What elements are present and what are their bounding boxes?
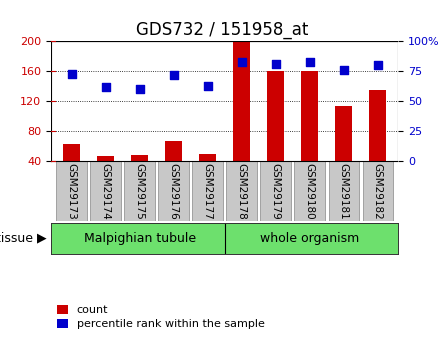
Text: GDS732 / 151958_at: GDS732 / 151958_at <box>136 21 309 39</box>
Point <box>170 72 177 78</box>
Bar <box>63 144 80 161</box>
FancyBboxPatch shape <box>56 161 87 221</box>
Text: GSM29177: GSM29177 <box>203 162 213 219</box>
Text: GSM29176: GSM29176 <box>169 162 179 219</box>
Bar <box>301 71 318 161</box>
Bar <box>369 90 386 161</box>
Text: tissue ▶: tissue ▶ <box>0 231 47 245</box>
Text: Malpighian tubule: Malpighian tubule <box>84 231 196 245</box>
FancyBboxPatch shape <box>227 161 257 221</box>
FancyBboxPatch shape <box>295 161 325 221</box>
Text: GSM29181: GSM29181 <box>339 162 349 219</box>
Point <box>374 62 381 68</box>
Point <box>204 83 211 88</box>
Bar <box>336 106 352 161</box>
Text: GSM29180: GSM29180 <box>305 162 315 219</box>
FancyBboxPatch shape <box>328 161 359 221</box>
Point <box>272 61 279 67</box>
Point <box>136 87 143 92</box>
Text: GSM29178: GSM29178 <box>237 162 247 219</box>
Text: GSM29174: GSM29174 <box>101 162 111 219</box>
Text: whole organism: whole organism <box>260 231 360 245</box>
FancyBboxPatch shape <box>260 161 291 221</box>
Text: GSM29179: GSM29179 <box>271 162 281 219</box>
Bar <box>97 156 114 161</box>
Point <box>340 67 348 73</box>
Text: GSM29173: GSM29173 <box>67 162 77 219</box>
Point <box>238 59 245 65</box>
Bar <box>199 154 216 161</box>
Point <box>102 84 109 90</box>
FancyBboxPatch shape <box>158 161 189 221</box>
Text: GSM29175: GSM29175 <box>135 162 145 219</box>
FancyBboxPatch shape <box>363 161 393 221</box>
Bar <box>165 141 182 161</box>
FancyBboxPatch shape <box>192 161 223 221</box>
Text: GSM29182: GSM29182 <box>373 162 383 219</box>
FancyBboxPatch shape <box>90 161 121 221</box>
FancyBboxPatch shape <box>124 161 155 221</box>
Point <box>68 71 75 77</box>
Bar <box>131 155 148 161</box>
Legend: count, percentile rank within the sample: count, percentile rank within the sample <box>57 305 265 329</box>
Bar <box>233 41 250 161</box>
Point <box>306 59 313 65</box>
Bar <box>267 71 284 161</box>
